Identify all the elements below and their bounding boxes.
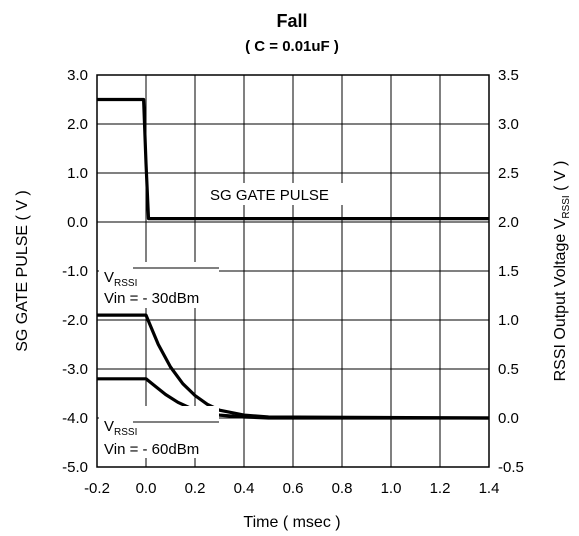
x-tick-label: 0.6: [283, 480, 304, 497]
x-tick-label: 1.0: [381, 480, 402, 497]
y-left-tick-label: -1.0: [62, 263, 88, 280]
y-right-tick-label: 1.0: [498, 312, 519, 329]
y-right-label-main: RSSI Output Voltage V: [552, 218, 569, 381]
annotation-30dbm-bg: [99, 262, 219, 308]
annotation-vrssi-60-main: V: [104, 418, 114, 435]
x-tick-label: 0.4: [234, 480, 255, 497]
y-left-tick-label: -2.0: [62, 312, 88, 329]
x-tick-label: 1.2: [430, 480, 451, 497]
y-right-axis-label: RSSI Output Voltage VRSSI ( V ): [552, 161, 572, 382]
y-right-tick-label: 3.5: [498, 67, 519, 84]
x-tick-label: 0.2: [185, 480, 206, 497]
y-left-tick-label: -3.0: [62, 361, 88, 378]
x-tick-label: 0.8: [332, 480, 353, 497]
y-left-axis-label: SG GATE PULSE ( V ): [14, 190, 31, 352]
y-right-tick-label: 1.5: [498, 263, 519, 280]
x-tick-label: 0.0: [136, 480, 157, 497]
series-sg-gate-pulse: [97, 97, 489, 221]
annotation-vrssi-30: VRSSI: [104, 269, 137, 289]
y-right-tick-label: -0.5: [498, 459, 524, 476]
annotation-vrssi-30-sub: RSSI: [114, 278, 137, 289]
chart-title: Fall: [276, 11, 307, 31]
y-right-tick-label: 2.5: [498, 165, 519, 182]
y-left-tick-labels: -5.0 -4.0 -3.0 -2.0 -1.0 0.0 1.0 2.0 3.0: [62, 67, 88, 476]
series-vrssi-30dbm: [97, 313, 490, 420]
annotation-60dbm-bg: [99, 406, 219, 458]
y-right-tick-label: 2.0: [498, 214, 519, 231]
y-left-tick-label: 1.0: [67, 165, 88, 182]
annotation-gate-bg: [205, 183, 355, 205]
chart-subtitle: ( C = 0.01uF ): [245, 38, 339, 55]
y-right-tick-labels: -0.5 0.0 0.5 1.0 1.5 2.0 2.5 3.0 3.5: [498, 67, 524, 476]
plot-frame: [96, 74, 490, 468]
annotation-vrssi-60-sub: RSSI: [114, 427, 137, 438]
annotation-layer: SG GATE PULSE VRSSI Vin = - 30dBm VRSSI …: [99, 183, 355, 458]
y-left-tick-label: 0.0: [67, 214, 88, 231]
x-tick-labels: -0.2 0.0 0.2 0.4 0.6 0.8 1.0 1.2 1.4: [84, 480, 499, 497]
y-right-label-suffix: ( V ): [552, 161, 569, 196]
y-right-label-sub: RSSI: [561, 195, 572, 218]
x-axis-label: Time ( msec ): [243, 514, 340, 531]
y-left-tick-label: -5.0: [62, 459, 88, 476]
y-right-tick-label: 0.5: [498, 361, 519, 378]
y-left-tick-label: 3.0: [67, 67, 88, 84]
y-right-tick-label: 3.0: [498, 116, 519, 133]
annotation-gate-pulse: SG GATE PULSE: [210, 187, 329, 204]
annotation-vin-30: Vin = - 30dBm: [104, 290, 199, 307]
y-right-tick-label: 0.0: [498, 410, 519, 427]
y-left-tick-label: 2.0: [67, 116, 88, 133]
annotation-vrssi-60: VRSSI: [104, 418, 137, 438]
x-tick-label: 1.4: [479, 480, 500, 497]
annotation-vrssi-30-main: V: [104, 269, 114, 286]
y-left-tick-label: -4.0: [62, 410, 88, 427]
annotation-vin-60: Vin = - 60dBm: [104, 441, 199, 458]
x-tick-label: -0.2: [84, 480, 110, 497]
